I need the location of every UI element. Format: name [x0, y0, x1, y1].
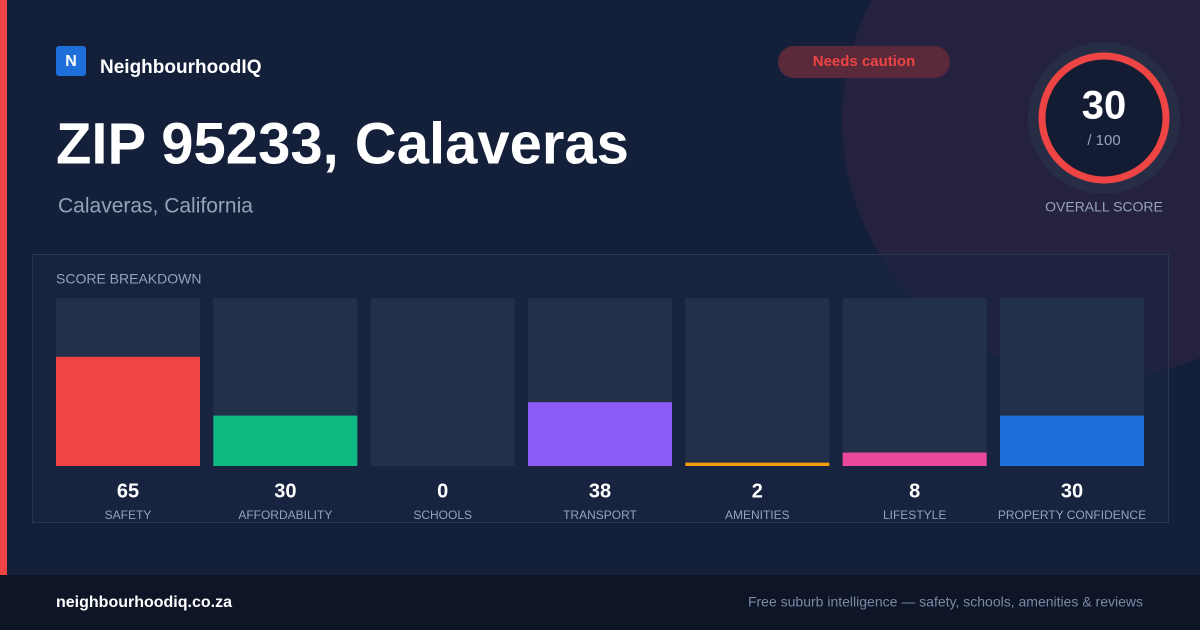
- footer-site: neighbourhoodiq.co.za: [56, 594, 232, 611]
- value-label: 8: [909, 480, 920, 502]
- category-label: AMENITIES: [725, 508, 790, 522]
- score-caption: OVERALL SCORE: [1045, 199, 1163, 215]
- footer: [0, 575, 1200, 630]
- value-label: 30: [274, 480, 296, 502]
- accent-stripe: [0, 0, 7, 575]
- bar: [685, 462, 830, 466]
- logo-letter: N: [65, 53, 77, 70]
- bar: [999, 415, 1144, 466]
- category-label: LIFESTYLE: [883, 508, 946, 522]
- badge: [778, 46, 950, 78]
- value-label: 38: [589, 480, 611, 502]
- value-label: 30: [1061, 480, 1083, 502]
- bar-track: [842, 298, 987, 466]
- bar-track: [370, 298, 515, 466]
- category-label: SAFETY: [105, 508, 152, 522]
- score-max: / 100: [1087, 132, 1120, 149]
- category-label: AFFORDABILITY: [238, 508, 332, 522]
- brand: NeighbourhoodIQ: [100, 57, 261, 78]
- category-label: SCHOOLS: [413, 508, 472, 522]
- chart-title: SCORE BREAKDOWN: [56, 271, 201, 287]
- title: ZIP 95233, Calaveras: [56, 111, 629, 176]
- bar: [56, 356, 200, 466]
- bar: [527, 402, 672, 466]
- bar: [213, 415, 358, 466]
- footer-tagline: Free suburb intelligence — safety, schoo…: [748, 594, 1143, 610]
- score-ring: [1038, 52, 1170, 184]
- logo: [56, 46, 86, 76]
- badge-text: Needs caution: [813, 53, 916, 70]
- category-label: TRANSPORT: [563, 508, 637, 522]
- value-label: 65: [117, 480, 139, 502]
- value-label: 2: [752, 480, 763, 502]
- category-label: PROPERTY CONFIDENCE: [998, 508, 1146, 522]
- value-label: 0: [437, 480, 448, 502]
- bar-track: [685, 298, 830, 466]
- subtitle: Calaveras, California: [58, 195, 253, 218]
- bar: [842, 452, 987, 466]
- score-value: 30: [1082, 84, 1127, 128]
